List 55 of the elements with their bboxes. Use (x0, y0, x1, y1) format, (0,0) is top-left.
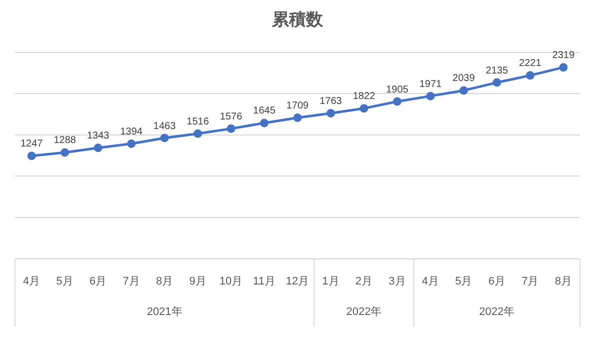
x-tick-label: 12月 (286, 275, 310, 288)
x-tick-label: 5月 (455, 275, 472, 288)
x-tick-label: 9月 (189, 275, 206, 288)
point (426, 92, 435, 100)
x-tick-label: 4月 (23, 275, 40, 288)
data-label: 2221 (519, 58, 542, 70)
x-tick-label: 5月 (56, 275, 74, 288)
x-tick-label: 4月 (422, 275, 440, 288)
x-tick-label: 6月 (90, 275, 107, 288)
point (326, 108, 335, 118)
data-label: 1645 (253, 106, 276, 117)
point (160, 134, 169, 142)
data-label: 2319 (552, 50, 575, 62)
x-tick-label: 7月 (522, 275, 539, 288)
x-tick-label: 6月 (488, 275, 506, 288)
chart-title: 累積数 (271, 10, 324, 29)
data-label: 1971 (419, 78, 442, 90)
point (194, 129, 202, 138)
x-tick-label: 8月 (156, 275, 174, 288)
point (94, 144, 102, 152)
data-label: 1463 (153, 120, 176, 132)
point (127, 139, 136, 148)
point (27, 152, 36, 160)
point (392, 97, 402, 106)
data-label: 1516 (186, 116, 210, 128)
x-tick-label: 11月 (253, 275, 276, 288)
data-label: 1247 (20, 138, 44, 150)
text: 2021年 (146, 306, 182, 318)
x-tick-label: 8月 (554, 275, 572, 288)
x-tick-label: 7月 (122, 275, 140, 288)
data-label: 1905 (386, 84, 409, 96)
point (60, 148, 70, 157)
point (226, 124, 236, 133)
data-label: 1288 (54, 135, 76, 146)
x-tick-label: 1月 (322, 275, 340, 288)
text: 2022年 (479, 306, 515, 318)
point (260, 118, 269, 128)
point (492, 78, 502, 87)
point (459, 86, 468, 95)
data-label: 2039 (452, 73, 476, 84)
data-label: 1576 (220, 111, 243, 122)
data-label: 1343 (86, 130, 110, 142)
data-label: 1763 (320, 96, 342, 107)
data-label: 1709 (286, 100, 310, 112)
data-label: 1822 (352, 91, 376, 102)
x-tick-label: 2月 (355, 275, 373, 288)
point (559, 63, 568, 72)
x-tick-label: 10月 (219, 275, 243, 288)
point (360, 104, 368, 113)
point (526, 71, 534, 80)
data-label: 1394 (120, 126, 143, 138)
data-label: 2135 (486, 65, 508, 76)
text: 2022年 (346, 306, 382, 318)
point (293, 113, 302, 122)
x-tick-label: 3月 (388, 275, 406, 288)
